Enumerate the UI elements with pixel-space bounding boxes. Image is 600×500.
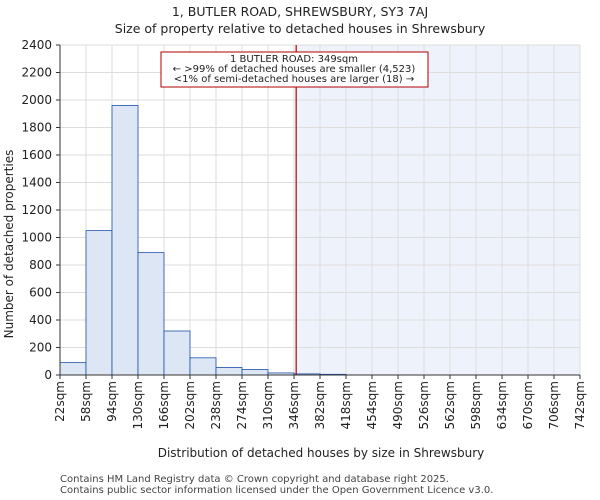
y-axis-label: Number of detached properties <box>2 150 16 339</box>
bar-238sqm <box>215 367 243 376</box>
marker-annotation: 1 BUTLER ROAD: 349sqm ← >99% of detached… <box>160 51 429 88</box>
x-tick-label: 562sqm <box>443 381 457 429</box>
x-tick-label: 166sqm <box>157 381 171 429</box>
y-tick-label: 800 <box>29 258 52 272</box>
x-tick-label: 598sqm <box>469 381 483 429</box>
x-tick-label: 634sqm <box>495 381 509 429</box>
y-tick-label: 400 <box>29 313 52 327</box>
x-tick-label: 274sqm <box>235 381 249 429</box>
footer-line-2: Contains public sector information licen… <box>60 485 494 496</box>
annotation-line-3: <1% of semi-detached houses are larger (… <box>174 74 414 85</box>
y-tick-label: 200 <box>29 341 52 355</box>
y-tick-label: 1800 <box>21 121 52 135</box>
y-tick-label: 2200 <box>21 66 52 80</box>
bar-202sqm <box>189 357 217 376</box>
x-tick-label: 454sqm <box>365 381 379 429</box>
x-tick-label: 310sqm <box>261 381 275 429</box>
y-tick-label: 1200 <box>21 203 52 217</box>
x-tick-label: 346sqm <box>287 381 301 429</box>
x-tick-label: 742sqm <box>573 381 587 429</box>
x-tick-label: 238sqm <box>209 381 223 429</box>
y-tick-label: 0 <box>44 368 52 382</box>
bar-166sqm <box>163 330 191 376</box>
bar-58sqm <box>85 230 113 376</box>
y-tick-label: 1600 <box>21 148 52 162</box>
annotation-box <box>160 51 429 88</box>
footer-line-1: Contains HM Land Registry data © Crown c… <box>60 474 449 485</box>
x-tick-label: 526sqm <box>417 381 431 429</box>
y-tick-label: 1400 <box>21 176 52 190</box>
annotation-line-1: 1 BUTLER ROAD: 349sqm <box>230 54 358 65</box>
x-tick-label: 418sqm <box>339 381 353 429</box>
bar-22sqm <box>59 362 87 376</box>
chart-title: 1, BUTLER ROAD, SHREWSBURY, SY3 7AJ <box>171 4 429 19</box>
x-tick-label: 706sqm <box>547 381 561 429</box>
x-tick-label: 130sqm <box>131 381 145 429</box>
annotation-line-2: ← >99% of detached houses are smaller (4… <box>173 64 416 75</box>
x-tick-label: 670sqm <box>521 381 535 429</box>
bar-130sqm <box>137 252 165 376</box>
x-tick-label: 58sqm <box>79 381 93 422</box>
x-axis-label: Distribution of detached houses by size … <box>158 446 485 460</box>
chart-area: 0 200 400 600 800 1000 1200 1400 1600 1800 2000 220… <box>2 38 587 460</box>
bar-94sqm <box>111 105 139 376</box>
y-tick-label: 1000 <box>21 231 52 245</box>
y-tick-label: 2400 <box>21 38 52 52</box>
x-tick-label: 94sqm <box>105 381 119 422</box>
x-tick-label: 382sqm <box>313 381 327 429</box>
x-tick-label: 22sqm <box>53 381 67 422</box>
x-tick-label: 202sqm <box>183 381 197 429</box>
x-tick-label: 490sqm <box>391 381 405 429</box>
chart-subtitle: Size of property relative to detached ho… <box>114 21 486 36</box>
bar-274sqm <box>241 369 269 376</box>
y-tick-label: 2000 <box>21 93 52 107</box>
y-tick-label: 600 <box>29 286 52 300</box>
